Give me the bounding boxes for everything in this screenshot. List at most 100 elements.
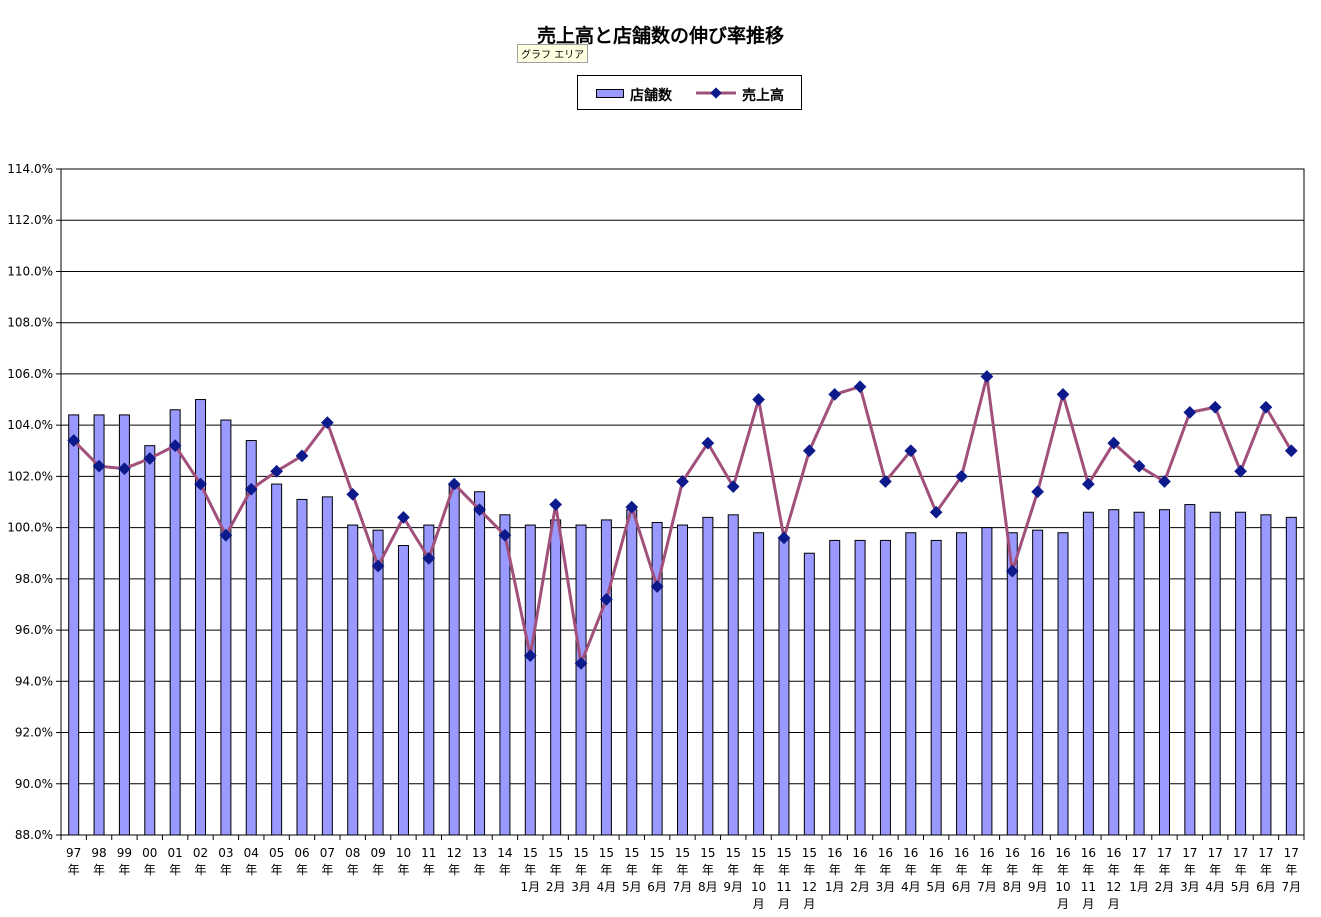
bar [778, 537, 790, 836]
bar [1108, 509, 1120, 836]
bar [550, 519, 562, 836]
x-tick-label: 15 年 1月 [520, 846, 540, 894]
x-tick-label: 15 年 4月 [597, 846, 617, 894]
bar [1057, 532, 1069, 836]
bar [1260, 514, 1272, 836]
bar [347, 524, 359, 836]
line-point [270, 464, 283, 478]
x-tick-label: 14 年 [497, 846, 512, 877]
y-tick-label: 88.0% [15, 828, 53, 842]
bar [474, 491, 486, 836]
x-tick-label: 06 年 [294, 846, 309, 877]
x-tick-label: 16 年 6月 [952, 846, 972, 894]
bar [195, 399, 207, 836]
line-point [802, 444, 816, 458]
line-point [295, 449, 309, 463]
line-point [1234, 464, 1247, 478]
y-tick-label: 106.0% [7, 367, 53, 381]
y-tick-label: 114.0% [7, 162, 53, 176]
line-point [447, 477, 461, 491]
bar [524, 524, 536, 836]
bar [423, 524, 435, 836]
x-tick-label: 15 年 3月 [571, 846, 591, 894]
chart-area-tooltip: グラフ エリア [517, 44, 589, 63]
bar [600, 519, 612, 836]
chart-legend: 店舗数 売上高 [577, 75, 802, 110]
bar [854, 539, 866, 836]
x-tick-label: 01 年 [168, 846, 183, 877]
x-tick-label: 15 年 9月 [723, 846, 743, 894]
bar-series [68, 399, 1297, 836]
line-point [67, 434, 81, 447]
x-tick-label: 13 年 [472, 846, 487, 877]
x-tick-label: 16 年 10 月 [1055, 846, 1070, 911]
line-point [980, 370, 994, 383]
bar [118, 414, 130, 836]
y-tick-label: 98.0% [15, 572, 53, 586]
bar [803, 552, 815, 836]
x-tick-label: 07 年 [320, 846, 335, 877]
x-tick-label: 12 年 [447, 846, 462, 877]
x-tick-label: 09 年 [370, 846, 385, 877]
x-axis-ticks: 97 年 98 年 99 年 00 年 01 年 02 年 03 年 04 年 05 年 06 年 07 年 08 年 09 年 1… [60, 835, 1305, 911]
line-point [244, 482, 258, 496]
bar [1184, 504, 1196, 836]
line-point [118, 462, 131, 476]
bar [575, 524, 587, 836]
line-point [168, 439, 182, 453]
bar [677, 524, 688, 836]
x-tick-label: 15 年 5月 [622, 846, 642, 894]
bar [1006, 532, 1018, 836]
bar [626, 509, 638, 836]
bar [905, 532, 917, 836]
x-tick-label: 05 年 [269, 846, 284, 877]
x-tick-label: 15 年 6月 [647, 846, 667, 894]
bar [930, 539, 942, 836]
line-point [1208, 400, 1222, 414]
bar [144, 445, 156, 836]
x-tick-label: 16 年 12 月 [1106, 846, 1121, 911]
bar [245, 440, 257, 836]
plot-frame [60, 168, 1305, 836]
y-tick-label: 96.0% [15, 623, 53, 637]
y-tick-label: 100.0% [7, 521, 53, 535]
bar [753, 532, 765, 836]
x-tick-label: 16 年 2月 [850, 846, 870, 894]
line-point [828, 388, 842, 401]
x-tick-label: 16 年 5月 [926, 846, 946, 894]
x-tick-label: 03 年 [218, 846, 233, 877]
legend-bar-swatch [596, 89, 624, 98]
line-point [726, 480, 740, 493]
x-tick-label: 00 年 [142, 846, 157, 877]
chart-title: 売上高と店舗数の伸び率推移 [536, 25, 784, 47]
bar [68, 414, 80, 836]
line-point [473, 503, 486, 517]
y-tick-label: 108.0% [7, 316, 53, 330]
line-point [1158, 475, 1171, 488]
bar [296, 498, 308, 836]
line-point [346, 487, 360, 501]
x-tick-label: 02 年 [193, 846, 208, 877]
bar [956, 532, 968, 836]
bar [702, 516, 714, 836]
bar [879, 539, 891, 836]
bar [93, 414, 105, 836]
bar [727, 514, 739, 836]
line-point [853, 380, 867, 394]
x-tick-label: 99 年 [117, 846, 132, 877]
x-tick-label: 16 年 8月 [1002, 846, 1022, 894]
bar [1235, 511, 1247, 836]
x-tick-label: 17 年 7月 [1281, 846, 1301, 894]
y-tick-label: 112.0% [7, 213, 53, 227]
x-tick-label: 11 年 [421, 846, 436, 877]
y-tick-label: 90.0% [15, 777, 53, 791]
y-tick-label: 102.0% [7, 469, 53, 483]
bar [1209, 511, 1221, 836]
line-point [752, 393, 765, 406]
bar [1285, 516, 1297, 836]
bar [397, 545, 409, 836]
x-tick-label: 17 年 1月 [1129, 846, 1149, 894]
line-point [549, 498, 563, 511]
x-tick-label: 08 年 [345, 846, 360, 877]
x-tick-label: 17 年 3月 [1180, 846, 1200, 894]
